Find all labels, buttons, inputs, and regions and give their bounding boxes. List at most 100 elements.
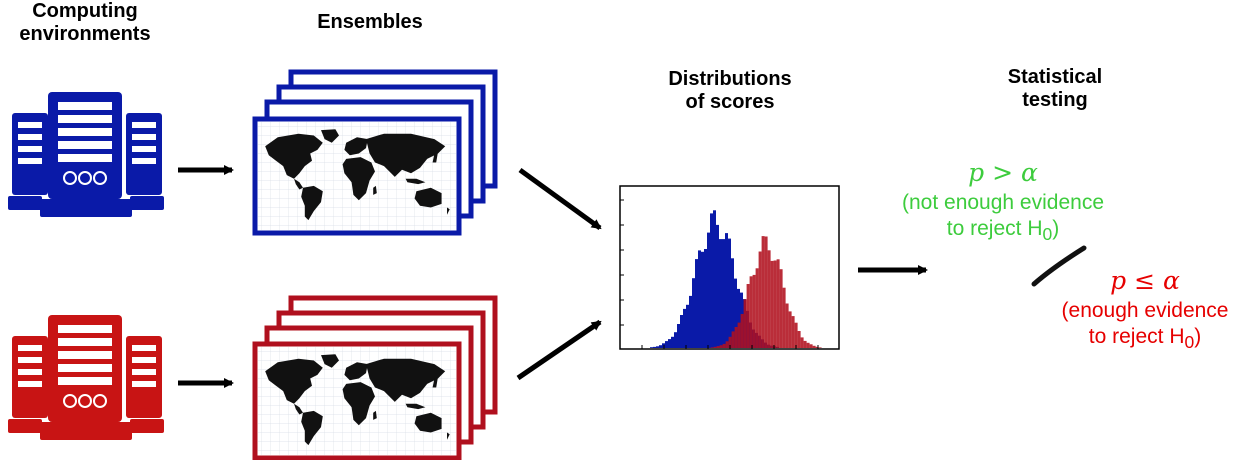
- histogram-bar: [812, 345, 816, 348]
- histogram-bar: [767, 250, 771, 348]
- histogram-bar: [701, 251, 704, 348]
- histogram-bar: [785, 303, 789, 348]
- statistical-testing-heading: Statistical testing: [975, 66, 1135, 112]
- histogram-bar: [737, 322, 741, 348]
- histogram-bar: [815, 346, 819, 348]
- histogram-bar: [668, 339, 671, 348]
- histogram-bar: [752, 274, 756, 348]
- arrow-icon: [518, 167, 602, 231]
- histogram-bar: [755, 268, 759, 348]
- server-rack-icon: [8, 92, 164, 217]
- histogram-bar: [761, 236, 765, 348]
- histogram-bar: [695, 259, 698, 348]
- histogram-bar: [800, 337, 804, 348]
- histogram-bar: [683, 308, 686, 348]
- arrow-icon: [516, 319, 602, 381]
- heading-line: Ensembles: [317, 11, 423, 33]
- result-not-rejected: p > α (not enough evidence to reject H0): [878, 160, 1128, 247]
- histogram-bar: [722, 343, 726, 348]
- histogram-bar: [650, 347, 653, 348]
- ensemble-stack-blue: [252, 69, 498, 236]
- histogram-bar: [758, 251, 762, 348]
- histogram-bar: [677, 324, 680, 348]
- result-text: ): [1052, 217, 1060, 240]
- result-text: ): [1194, 325, 1202, 348]
- histogram-bar: [659, 345, 662, 348]
- histogram-bar: [776, 259, 780, 348]
- heading-line: Distributions: [668, 68, 792, 90]
- histogram-bar: [719, 239, 722, 348]
- histogram-bar: [704, 249, 707, 348]
- ensemble-stack-red: [252, 295, 498, 460]
- histogram-bar: [803, 340, 807, 348]
- histogram-bar: [737, 288, 740, 348]
- histogram-bar: [770, 260, 774, 348]
- histogram-bar: [716, 346, 720, 348]
- histogram-bar: [794, 322, 798, 348]
- histogram-bar: [692, 278, 695, 348]
- histogram-bar: [725, 233, 728, 348]
- histogram-bar: [806, 342, 810, 348]
- h0-subscript: 0: [1042, 224, 1053, 245]
- result-text: to reject H: [946, 217, 1043, 240]
- histogram-bar: [725, 341, 729, 348]
- histogram-bar: [773, 260, 777, 348]
- heading-line: environments: [19, 23, 151, 45]
- histogram-bar: [749, 276, 753, 348]
- h0-subscript: 0: [1184, 332, 1195, 353]
- histogram-bar: [746, 284, 750, 348]
- histogram-bar: [686, 304, 689, 348]
- histogram-bar: [743, 299, 747, 348]
- histogram-bar: [707, 232, 710, 348]
- histogram-bar: [731, 258, 734, 348]
- heading-line: of scores: [685, 91, 775, 113]
- world-map-icon: [252, 116, 462, 236]
- result-line: to reject H0): [1040, 324, 1237, 355]
- heading-line: testing: [1022, 89, 1088, 111]
- histogram-bar: [710, 213, 713, 348]
- result-text: to reject H: [1088, 325, 1185, 348]
- histogram-bar: [689, 295, 692, 348]
- histogram-bar: [716, 224, 719, 348]
- histogram-bar: [710, 347, 714, 348]
- histogram-bar: [671, 336, 674, 348]
- result-line: (enough evidence: [1061, 299, 1229, 322]
- result-rejected: p ≤ α (enough evidence to reject H0): [1040, 268, 1237, 355]
- heading-line: Computing: [32, 0, 138, 22]
- histogram-icon: [619, 185, 840, 350]
- histogram-bar: [779, 269, 783, 348]
- p-leq-alpha: p ≤ α: [1110, 266, 1180, 295]
- histogram-bar: [728, 336, 732, 348]
- distributions-heading: Distributions of scores: [640, 68, 820, 114]
- histogram-bar: [797, 331, 801, 348]
- histogram-bar: [788, 311, 792, 348]
- histogram-bar: [713, 346, 717, 348]
- histogram-bar: [734, 327, 738, 348]
- histogram-bar: [656, 346, 659, 348]
- ensembles-heading: Ensembles: [290, 11, 450, 34]
- histogram-bar: [734, 278, 737, 348]
- histogram-bar: [674, 332, 677, 348]
- histogram-bar: [653, 346, 656, 348]
- result-line: (not enough evidence: [902, 191, 1104, 214]
- p-greater-alpha: p > α: [968, 158, 1038, 187]
- histogram-bar: [818, 347, 822, 348]
- histogram-bar: [665, 341, 668, 348]
- histogram-bar: [782, 287, 786, 348]
- histogram-bar: [713, 210, 716, 348]
- result-line: to reject H0): [878, 216, 1128, 247]
- decision-slash-mark: [1031, 245, 1087, 287]
- histogram-bar: [764, 236, 768, 348]
- heading-line: Statistical: [1007, 66, 1103, 88]
- histogram-bar: [698, 250, 701, 348]
- histogram-bar: [722, 239, 725, 348]
- server-rack-icon: [8, 315, 164, 440]
- histogram-bar: [680, 315, 683, 348]
- histogram-bar: [719, 345, 723, 348]
- world-map-icon: [252, 341, 462, 460]
- histogram-bar: [791, 316, 795, 348]
- histogram-bar: [728, 238, 731, 348]
- histogram-bar: [809, 344, 813, 348]
- histogram-bar: [740, 314, 744, 348]
